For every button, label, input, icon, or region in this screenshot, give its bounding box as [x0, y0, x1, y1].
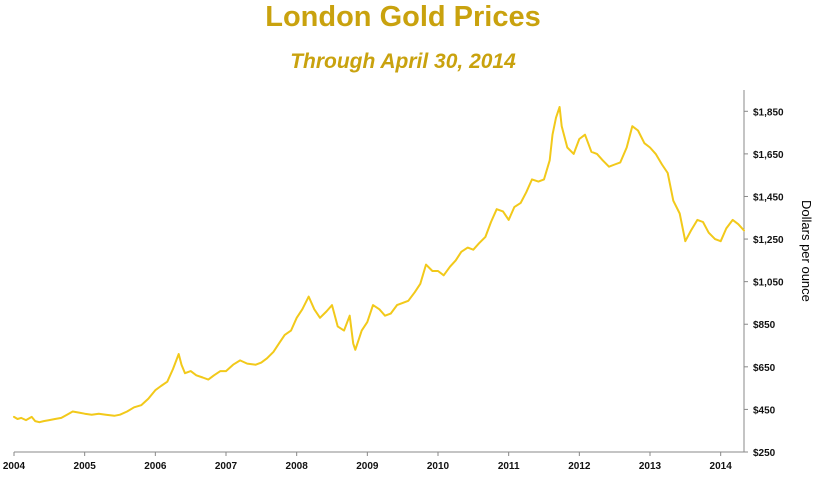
y-tick-label: $850: [753, 320, 776, 331]
series-layer: [13, 106, 745, 424]
x-tick-label: 2014: [710, 461, 733, 472]
x-tick-label: 2007: [215, 461, 238, 472]
x-tick-label: 2010: [427, 461, 450, 472]
y-tick-label: $450: [753, 405, 776, 416]
axes: 2004 2005 2006 2007 2008 2009 2010 2011 2012 2013…: [3, 90, 784, 472]
y-tick-label: $1,850: [753, 107, 784, 118]
x-tick-label: 2005: [74, 461, 97, 472]
chart-title: London Gold Prices: [265, 1, 541, 33]
y-tick-label: $250: [753, 448, 776, 459]
x-tick-label: 2004: [3, 461, 26, 472]
x-tick-label: 2013: [639, 461, 662, 472]
x-tick-label: 2009: [356, 461, 379, 472]
y-tick-label: $1,250: [753, 235, 784, 246]
y-axis-label: Dollars per ounce: [799, 200, 814, 302]
y-tick-label: $1,050: [753, 278, 784, 289]
x-tick-label: 2008: [286, 461, 309, 472]
y-tick-label: $1,450: [753, 192, 784, 203]
x-tick-label: 2006: [144, 461, 167, 472]
y-tick-label: $1,650: [753, 150, 784, 161]
x-tick-label: 2012: [568, 461, 591, 472]
y-tick-label: $650: [753, 363, 776, 374]
x-tick-label: 2011: [498, 461, 520, 472]
series-line-gold-price: [13, 106, 745, 424]
chart-subtitle: Through April 30, 2014: [290, 50, 516, 73]
